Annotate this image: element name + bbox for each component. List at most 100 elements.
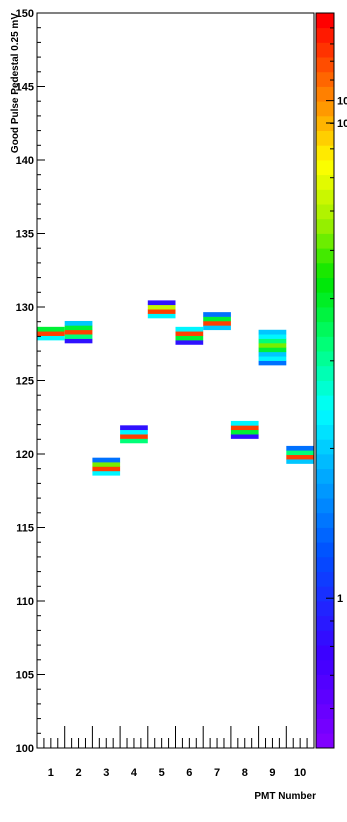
colorbar-band: [316, 483, 334, 499]
y-tick-label: 135: [16, 229, 34, 241]
heatmap-cell: [64, 338, 93, 344]
colorbar-band: [316, 542, 334, 558]
colorbar-band: [316, 145, 334, 161]
y-tick-label: 115: [16, 523, 34, 535]
heatmap-cell: [120, 434, 148, 439]
heatmap-cell: [286, 445, 314, 451]
heatmap-cell: [258, 351, 287, 357]
colorbar-axis: 1 10 10: [326, 27, 347, 710]
colorbar-band: [316, 527, 334, 543]
heatmap-cell: [147, 300, 176, 306]
colorbar-band: [316, 439, 334, 455]
x-axis: 1 2 3 4 5 6 7 8 9 10: [36, 726, 315, 779]
colorbar-band: [316, 703, 334, 719]
colorbar-band: [316, 733, 334, 749]
heatmap-cell: [37, 331, 65, 336]
colorbar-tick-label: 10: [337, 96, 347, 108]
heatmap-cell: [37, 326, 65, 332]
colorbar-band: [316, 86, 334, 102]
heatmap-cell: [175, 331, 204, 336]
y-tick-label: 110: [16, 596, 34, 608]
colorbar-band: [316, 718, 334, 734]
heatmap-cell: [175, 335, 204, 341]
colorbar-band: [316, 13, 334, 29]
colorbar-band: [316, 380, 334, 396]
colorbar-band: [316, 351, 334, 367]
heatmap-cell: [258, 343, 287, 348]
heatmap-cell: [258, 356, 287, 361]
heatmap-cell: [286, 459, 314, 464]
colorbar-band: [316, 630, 334, 646]
x-tick-label: 6: [186, 767, 192, 779]
heatmap-cell: [147, 304, 176, 310]
heatmap-cell: [147, 309, 176, 314]
heatmap-cell: [64, 325, 93, 331]
heatmap-cell: [92, 470, 121, 476]
colorbar-band: [316, 645, 334, 661]
x-tick-label: 4: [131, 767, 138, 779]
heatmap-cell: [92, 457, 121, 463]
heatmap-cell: [230, 429, 259, 435]
colorbar-band: [316, 586, 334, 602]
heatmap-cell: [203, 320, 231, 326]
colorbar-band: [316, 160, 334, 176]
x-tick-label: 7: [214, 767, 220, 779]
heatmap-cell: [64, 334, 93, 339]
colorbar-band: [316, 468, 334, 484]
colorbar-band: [316, 659, 334, 675]
heatmap-cell: [37, 335, 65, 341]
x-axis-label: PMT Number: [254, 791, 316, 802]
colorbar-band: [316, 498, 334, 514]
y-tick-label: 100: [16, 743, 34, 755]
colorbar-band: [316, 130, 334, 146]
colorbar-frame: [315, 12, 335, 749]
colorbar-band: [316, 233, 334, 249]
colorbar-band: [316, 277, 334, 293]
heatmap-cell: [120, 425, 148, 431]
y-tick-label: 105: [16, 670, 34, 682]
x-tick-label: 2: [75, 767, 81, 779]
x-tick-label: 10: [294, 767, 306, 779]
colorbar-band: [316, 424, 334, 440]
colorbar-tick-label: 10: [337, 118, 347, 130]
heatmap-cell: [92, 466, 121, 472]
y-axis-label: Good Pulse Pedestal 0.25 mV: [10, 13, 21, 153]
y-tick-label: 130: [16, 302, 34, 314]
heatmap-cell: [230, 434, 259, 439]
colorbar-band: [316, 454, 334, 470]
heatmap-cell: [203, 316, 231, 322]
colorbar-band: [316, 27, 334, 43]
colorbar-band: [316, 556, 334, 572]
heatmap-cell: [258, 360, 287, 366]
heatmap-cell: [230, 425, 259, 431]
colorbar-band: [316, 204, 334, 220]
colorbar-band: [316, 336, 334, 352]
colorbar-band: [316, 218, 334, 234]
colorbar-band: [316, 42, 334, 58]
heatmap-cell: [203, 325, 231, 331]
colorbar-band: [316, 189, 334, 205]
colorbar-band: [316, 395, 334, 411]
heatmap-cell: [64, 320, 93, 326]
y-axis: 100 105 110 115 120 125 130 135 140 145 150: [16, 8, 45, 755]
y-tick-label: 120: [16, 449, 34, 461]
x-tick-label: 1: [48, 767, 54, 779]
colorbar-band: [316, 365, 334, 381]
heatmap-cell: [147, 313, 176, 319]
colorbar-band: [316, 307, 334, 323]
colorbar-band: [316, 248, 334, 264]
colorbar-band: [316, 615, 334, 631]
colorbar-band: [316, 174, 334, 190]
heatmap-cell: [286, 454, 314, 460]
x-tick-label: 5: [159, 767, 165, 779]
heatmap-cells: [37, 300, 314, 476]
colorbar-band: [316, 321, 334, 337]
x-tick-label: 8: [242, 767, 248, 779]
heatmap-cell: [286, 450, 314, 456]
colorbar-band: [316, 115, 334, 131]
colorbar: [316, 13, 334, 749]
colorbar-band: [316, 674, 334, 690]
colorbar-band: [316, 262, 334, 278]
heatmap-cell: [92, 462, 121, 467]
